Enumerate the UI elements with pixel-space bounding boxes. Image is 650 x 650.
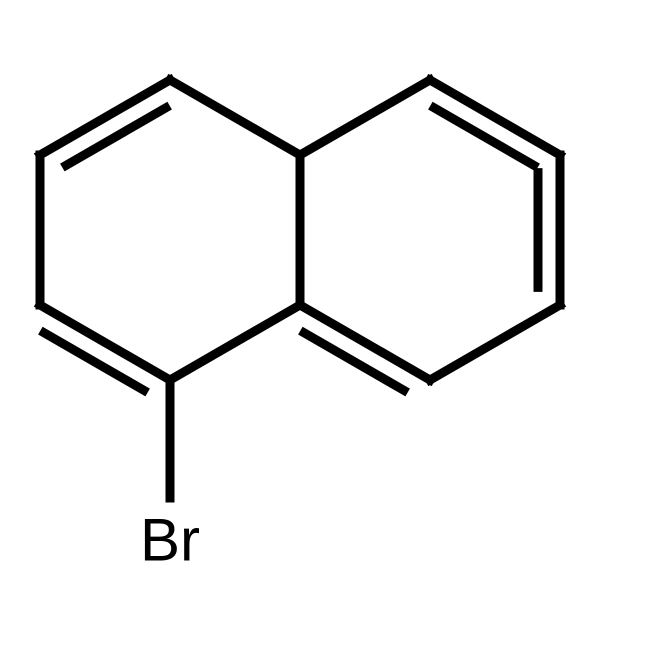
bond (430, 305, 560, 380)
bond (170, 305, 300, 380)
bond (434, 108, 534, 165)
bond (300, 80, 430, 155)
atom-label: Br (140, 507, 200, 574)
molecule-diagram: Br (0, 0, 650, 650)
bond (170, 80, 300, 155)
bond (304, 333, 404, 390)
bond (44, 333, 144, 390)
bond (66, 108, 166, 165)
